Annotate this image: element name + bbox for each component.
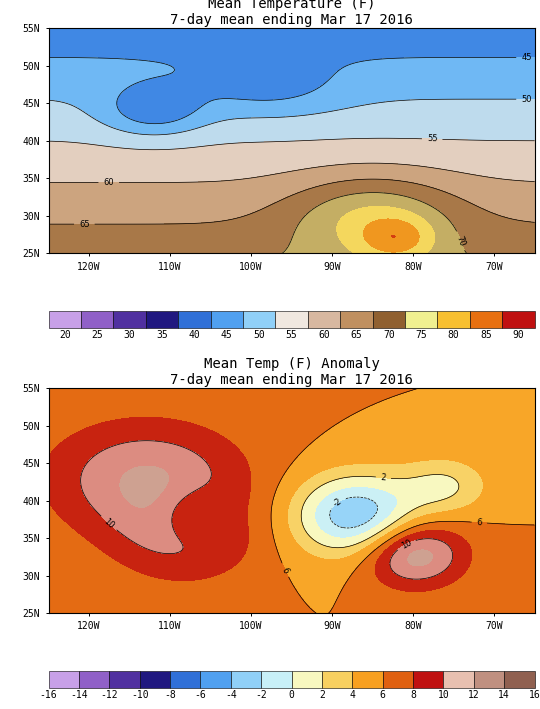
Bar bbox=[292, 671, 322, 688]
Text: 12: 12 bbox=[468, 690, 480, 700]
Bar bbox=[231, 671, 261, 688]
Text: 90: 90 bbox=[512, 330, 524, 340]
Bar bbox=[113, 311, 146, 328]
Bar bbox=[373, 311, 405, 328]
Bar bbox=[140, 671, 170, 688]
Bar bbox=[340, 311, 373, 328]
Bar bbox=[178, 311, 211, 328]
Text: 20: 20 bbox=[59, 330, 71, 340]
Text: 8: 8 bbox=[410, 690, 416, 700]
Text: 0: 0 bbox=[289, 690, 294, 700]
Bar bbox=[275, 311, 308, 328]
Bar bbox=[474, 671, 504, 688]
Bar bbox=[109, 671, 140, 688]
Title: Mean Temperature (F)
7-day mean ending Mar 17 2016: Mean Temperature (F) 7-day mean ending M… bbox=[170, 0, 413, 27]
Text: -2: -2 bbox=[255, 690, 267, 700]
Bar bbox=[146, 311, 178, 328]
Text: -14: -14 bbox=[70, 690, 88, 700]
Text: 45: 45 bbox=[221, 330, 233, 340]
Text: 16: 16 bbox=[529, 690, 540, 700]
Text: 6: 6 bbox=[476, 518, 482, 527]
Bar bbox=[437, 311, 470, 328]
Bar bbox=[261, 671, 292, 688]
Text: 30: 30 bbox=[124, 330, 136, 340]
Text: 60: 60 bbox=[318, 330, 330, 340]
Bar bbox=[170, 671, 200, 688]
Text: -6: -6 bbox=[194, 690, 206, 700]
Text: -8: -8 bbox=[164, 690, 176, 700]
Text: 40: 40 bbox=[188, 330, 200, 340]
Text: 60: 60 bbox=[104, 178, 114, 187]
Text: 6: 6 bbox=[280, 566, 291, 574]
Text: 65: 65 bbox=[350, 330, 362, 340]
Bar bbox=[81, 311, 113, 328]
Text: 70: 70 bbox=[455, 234, 467, 247]
Text: 10: 10 bbox=[102, 516, 116, 530]
Text: 65: 65 bbox=[79, 220, 90, 228]
Bar bbox=[383, 671, 413, 688]
Text: 6: 6 bbox=[380, 690, 386, 700]
Text: 70: 70 bbox=[383, 330, 395, 340]
Text: 2: 2 bbox=[380, 473, 387, 482]
Text: 80: 80 bbox=[448, 330, 460, 340]
Bar bbox=[504, 671, 535, 688]
Text: 75: 75 bbox=[415, 330, 427, 340]
Text: -10: -10 bbox=[131, 690, 149, 700]
Text: -2: -2 bbox=[332, 496, 343, 508]
Text: 55: 55 bbox=[427, 135, 437, 144]
Bar bbox=[49, 671, 79, 688]
Bar bbox=[353, 671, 383, 688]
Text: 10: 10 bbox=[437, 690, 449, 700]
Bar bbox=[470, 311, 502, 328]
Text: 4: 4 bbox=[349, 690, 355, 700]
Bar bbox=[243, 311, 275, 328]
Text: -4: -4 bbox=[225, 690, 237, 700]
Title: Mean Temp (F) Anomaly
7-day mean ending Mar 17 2016: Mean Temp (F) Anomaly 7-day mean ending … bbox=[170, 357, 413, 387]
Text: 50: 50 bbox=[521, 95, 532, 104]
Text: 45: 45 bbox=[521, 53, 532, 62]
Text: 35: 35 bbox=[156, 330, 168, 340]
Text: 55: 55 bbox=[286, 330, 298, 340]
Text: 2: 2 bbox=[319, 690, 325, 700]
Bar bbox=[405, 311, 437, 328]
Bar bbox=[502, 311, 535, 328]
Text: 10: 10 bbox=[400, 537, 413, 551]
Bar bbox=[413, 671, 443, 688]
Text: 50: 50 bbox=[253, 330, 265, 340]
Text: -16: -16 bbox=[40, 690, 57, 700]
Bar bbox=[79, 671, 109, 688]
Text: -12: -12 bbox=[100, 690, 118, 700]
Bar bbox=[322, 671, 353, 688]
Bar bbox=[200, 671, 231, 688]
Bar bbox=[49, 311, 81, 328]
Bar bbox=[443, 671, 474, 688]
Text: 25: 25 bbox=[91, 330, 103, 340]
Bar bbox=[211, 311, 243, 328]
Text: 14: 14 bbox=[498, 690, 510, 700]
Text: 85: 85 bbox=[480, 330, 492, 340]
Bar bbox=[308, 311, 340, 328]
